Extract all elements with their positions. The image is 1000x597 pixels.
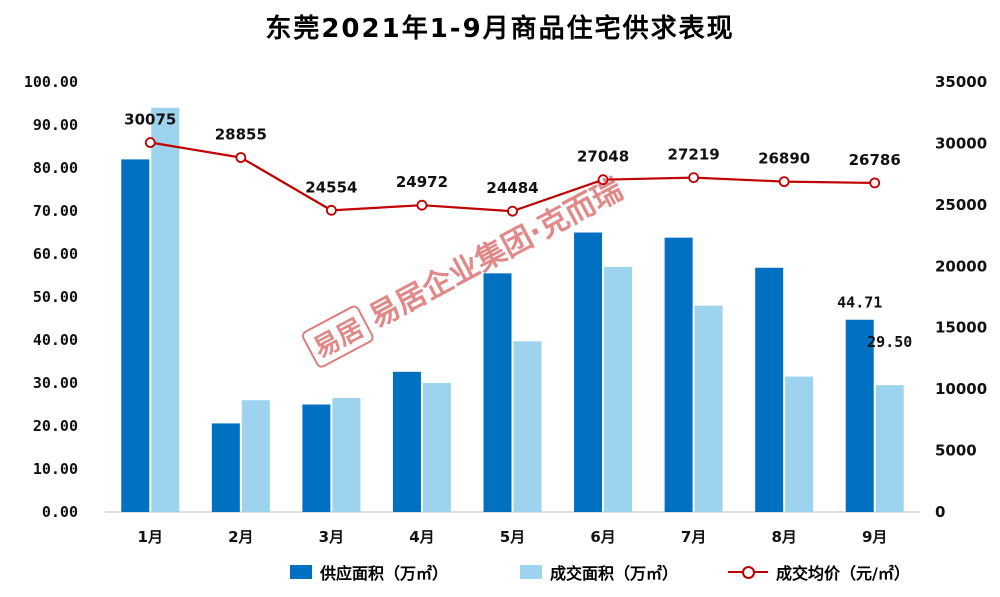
supply-bar	[845, 319, 874, 512]
price-point	[778, 176, 790, 188]
legend-item-supply[interactable]: 供应面积（万㎡）	[290, 560, 448, 584]
legend-swatch-sold	[520, 565, 542, 579]
y-right-tick-label: 25000	[935, 196, 987, 214]
legend-swatch-price	[728, 565, 768, 579]
chart-title: 东莞2021年1-9月商品住宅供求表现	[265, 14, 735, 44]
y-left-tick-label: 30.00	[33, 374, 78, 392]
y-left-tick-label: 80.00	[33, 159, 78, 177]
price-data-label: 27219	[668, 146, 720, 164]
supply-bar	[483, 273, 512, 512]
supply-bar	[392, 371, 421, 512]
supply-bar	[664, 237, 693, 512]
bar-data-label: 29.50	[867, 333, 912, 351]
y-left-tick-label: 70.00	[33, 202, 78, 220]
y-left-tick-label: 0.00	[42, 503, 78, 521]
x-category-label: 2月	[228, 528, 253, 546]
y-left-tick-label: 90.00	[33, 116, 78, 134]
y-right-tick-label: 35000	[935, 73, 987, 91]
legend-label-supply: 供应面积（万㎡）	[320, 564, 449, 583]
x-category-label: 4月	[409, 528, 434, 546]
price-data-label: 27048	[577, 148, 629, 166]
price-point	[325, 204, 337, 216]
supply-bar	[121, 159, 150, 512]
sold-bar	[241, 400, 270, 512]
price-point	[416, 199, 428, 211]
legend-item-price[interactable]: 成交均价（元/㎡）	[728, 560, 910, 584]
sold-bar	[785, 376, 814, 512]
y-right-tick-label: 10000	[935, 380, 987, 398]
sold-bar	[513, 341, 542, 512]
legend-swatch-supply	[290, 565, 312, 579]
sold-bar	[875, 385, 904, 512]
sold-bar	[422, 383, 451, 512]
x-category-label: 6月	[590, 528, 615, 546]
price-data-label: 24484	[486, 179, 538, 197]
price-data-label: 24554	[305, 178, 357, 196]
y-left-tick-label: 20.00	[33, 417, 78, 435]
supply-bar	[755, 267, 784, 512]
y-left-tick-label: 50.00	[33, 288, 78, 306]
price-point	[869, 177, 881, 189]
y-right-tick-label: 15000	[935, 319, 987, 337]
legend: 供应面积（万㎡） 成交面积（万㎡） 成交均价（元/㎡）	[0, 560, 1000, 590]
supply-bar	[574, 232, 603, 512]
legend-label-sold: 成交面积（万㎡）	[550, 564, 679, 583]
y-right-tick-label: 20000	[935, 257, 987, 275]
legend-item-sold[interactable]: 成交面积（万㎡）	[520, 560, 678, 584]
sold-bar	[694, 305, 723, 512]
sold-bar	[332, 398, 361, 512]
y-left-tick-label: 60.00	[33, 245, 78, 263]
price-point	[507, 205, 518, 217]
bar-data-label: 44.71	[837, 294, 882, 312]
price-point	[235, 152, 247, 163]
supply-bar	[211, 423, 240, 512]
y-left-tick-label: 100.00	[24, 73, 78, 91]
price-point	[144, 137, 156, 148]
x-category-label: 7月	[681, 528, 706, 546]
x-category-label: 9月	[862, 528, 887, 546]
price-point	[688, 172, 700, 183]
y-left-tick-label: 40.00	[33, 331, 78, 349]
x-category-label: 1月	[138, 528, 163, 546]
price-data-label: 26890	[758, 150, 810, 168]
sold-bar	[151, 107, 180, 513]
legend-label-price: 成交均价（元/㎡）	[776, 564, 910, 583]
price-data-label: 30075	[124, 111, 176, 129]
x-category-label: 8月	[771, 528, 796, 546]
price-data-label: 28855	[215, 125, 267, 143]
price-data-label: 26786	[849, 151, 901, 169]
y-right-tick-label: 0	[935, 503, 945, 521]
price-data-label: 24972	[396, 173, 448, 191]
x-category-label: 5月	[500, 528, 525, 546]
sold-bar	[604, 266, 633, 512]
y-right-tick-label: 5000	[935, 442, 977, 460]
supply-bar	[302, 404, 331, 512]
y-right-tick-label: 30000	[935, 134, 987, 152]
y-left-tick-label: 10.00	[33, 460, 78, 478]
x-category-label: 3月	[319, 528, 344, 546]
price-point	[597, 174, 609, 186]
